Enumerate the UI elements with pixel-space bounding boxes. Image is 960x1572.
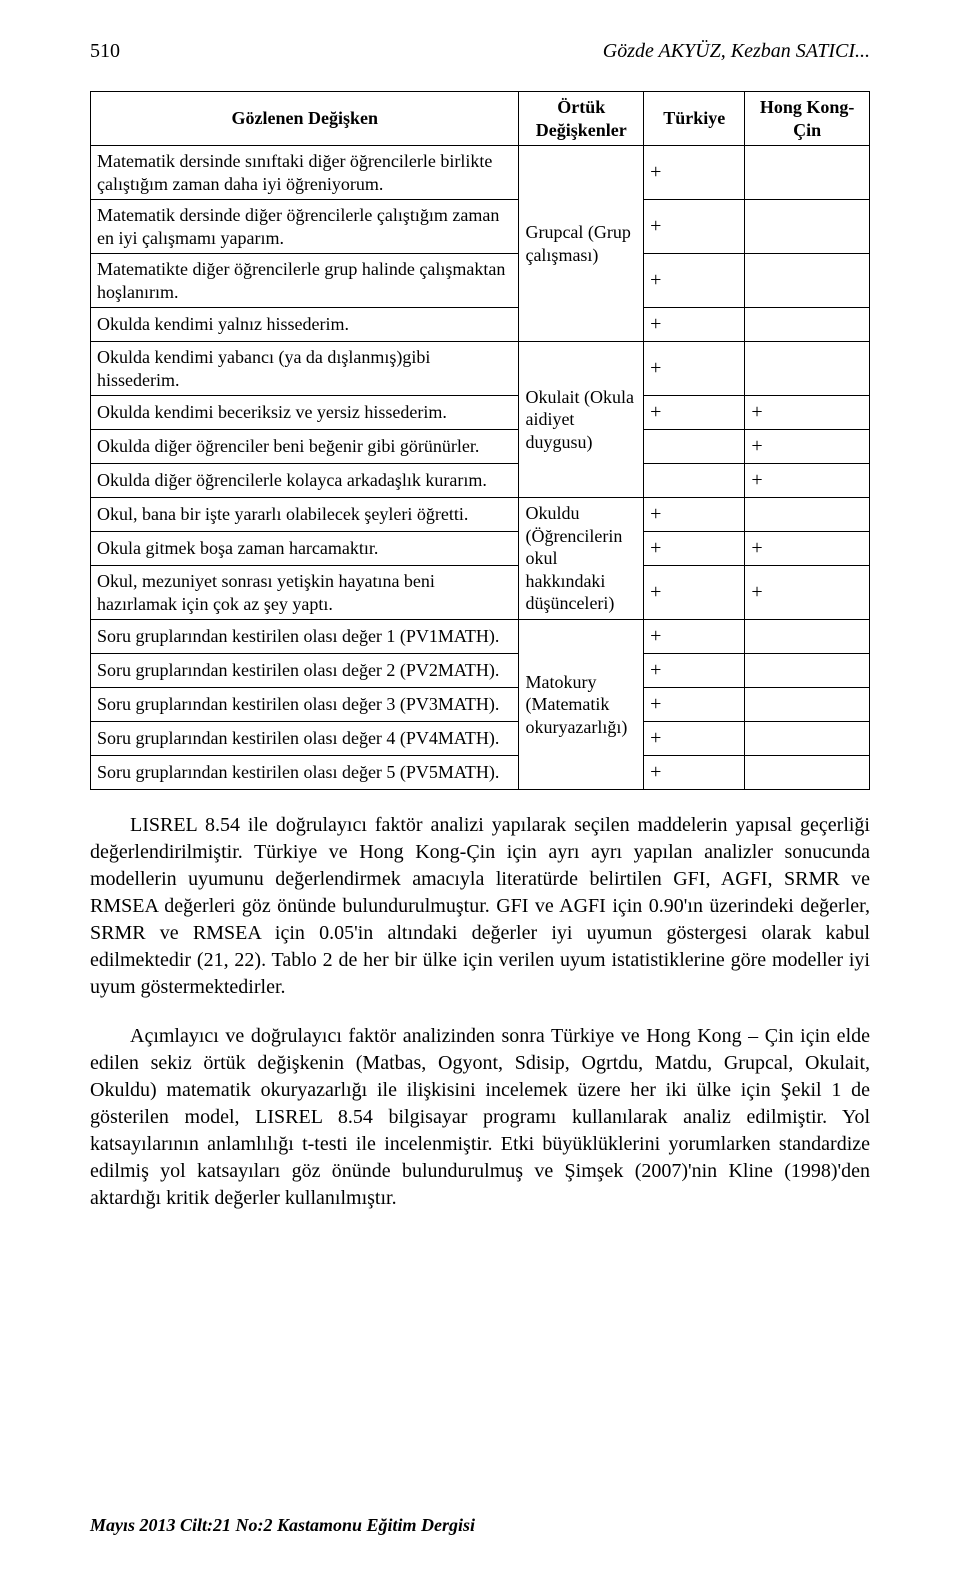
cell-latent: Okuldu (Öğrencilerin okul hakkındaki düş… <box>519 498 644 620</box>
cell-text: Soru gruplarından kestirilen olası değer… <box>91 688 519 722</box>
table-row: Okulda kendimi beceriksiz ve yersiz hiss… <box>91 396 870 430</box>
cell-tr: + <box>644 532 745 566</box>
cell-tr: + <box>644 654 745 688</box>
cell-tr: + <box>644 566 745 620</box>
header-authors: Gözde AKYÜZ, Kezban SATICI... <box>603 40 870 63</box>
cell-hk <box>745 146 870 200</box>
page-number: 510 <box>90 40 120 63</box>
cell-tr <box>644 430 745 464</box>
cell-hk: + <box>745 566 870 620</box>
th-hk: Hong Kong-Çin <box>745 92 870 146</box>
cell-text: Okulda kendimi yalnız hissederim. <box>91 308 519 342</box>
cell-text: Soru gruplarından kestirilen olası değer… <box>91 654 519 688</box>
cell-text: Soru gruplarından kestirilen olası değer… <box>91 620 519 654</box>
cell-text: Soru gruplarından kestirilen olası değer… <box>91 722 519 756</box>
cell-text: Okul, bana bir işte yararlı olabilecek ş… <box>91 498 519 532</box>
cell-hk <box>745 342 870 396</box>
table-row: Soru gruplarından kestirilen olası değer… <box>91 620 870 654</box>
cell-tr: + <box>644 498 745 532</box>
table-row: Soru gruplarından kestirilen olası değer… <box>91 654 870 688</box>
cell-tr: + <box>644 756 745 790</box>
cell-text: Matematik dersinde diğer öğrencilerle ça… <box>91 200 519 254</box>
body-paragraph-2: Açımlayıcı ve doğrulayıcı faktör analizi… <box>90 1023 870 1212</box>
cell-hk: + <box>745 430 870 464</box>
table-row: Okulda diğer öğrencilerle kolayca arkada… <box>91 464 870 498</box>
cell-text: Soru gruplarından kestirilen olası değer… <box>91 756 519 790</box>
table-head-row: Gözlenen Değişken Örtük Değişkenler Türk… <box>91 92 870 146</box>
cell-latent: Okulait (Okula aidiyet duygusu) <box>519 342 644 498</box>
cell-tr: + <box>644 620 745 654</box>
table-row: Okul, bana bir işte yararlı olabilecek ş… <box>91 498 870 532</box>
cell-text: Okula gitmek boşa zaman harcamaktır. <box>91 532 519 566</box>
cell-tr: + <box>644 146 745 200</box>
table-row: Okulda kendimi yalnız hissederim. + <box>91 308 870 342</box>
cell-hk <box>745 756 870 790</box>
cell-text: Okulda diğer öğrencilerle kolayca arkada… <box>91 464 519 498</box>
th-turkey: Türkiye <box>644 92 745 146</box>
cell-tr: + <box>644 688 745 722</box>
table-row: Okulda diğer öğrenciler beni beğenir gib… <box>91 430 870 464</box>
table-row: Soru gruplarından kestirilen olası değer… <box>91 688 870 722</box>
cell-text: Okul, mezuniyet sonrası yetişkin hayatın… <box>91 566 519 620</box>
cell-text: Okulda kendimi beceriksiz ve yersiz hiss… <box>91 396 519 430</box>
table-row: Soru gruplarından kestirilen olası değer… <box>91 756 870 790</box>
cell-hk: + <box>745 464 870 498</box>
cell-latent: Grupcal (Grup çalışması) <box>519 146 644 342</box>
cell-hk <box>745 654 870 688</box>
body-paragraph-1: LISREL 8.54 ile doğrulayıcı faktör anali… <box>90 812 870 1001</box>
table-row: Okulda kendimi yabancı (ya da dışlanmış)… <box>91 342 870 396</box>
th-variable: Gözlenen Değişken <box>91 92 519 146</box>
cell-hk <box>745 620 870 654</box>
page-footer: Mayıs 2013 Cilt:21 No:2 Kastamonu Eğitim… <box>90 1515 475 1536</box>
table-row: Okula gitmek boşa zaman harcamaktır. + + <box>91 532 870 566</box>
cell-tr: + <box>644 342 745 396</box>
cell-text: Matematikte diğer öğrencilerle grup hali… <box>91 254 519 308</box>
cell-text: Matematik dersinde sınıftaki diğer öğren… <box>91 146 519 200</box>
table-row: Soru gruplarından kestirilen olası değer… <box>91 722 870 756</box>
table-row: Okul, mezuniyet sonrası yetişkin hayatın… <box>91 566 870 620</box>
cell-hk: + <box>745 532 870 566</box>
cell-hk <box>745 200 870 254</box>
cell-tr: + <box>644 254 745 308</box>
cell-text: Okulda diğer öğrenciler beni beğenir gib… <box>91 430 519 464</box>
cell-hk <box>745 722 870 756</box>
page-header: 510 Gözde AKYÜZ, Kezban SATICI... <box>90 40 870 63</box>
table-row: Matematik dersinde diğer öğrencilerle ça… <box>91 200 870 254</box>
cell-tr: + <box>644 396 745 430</box>
cell-tr: + <box>644 722 745 756</box>
cell-hk <box>745 254 870 308</box>
cell-hk <box>745 498 870 532</box>
cell-hk <box>745 308 870 342</box>
cell-tr: + <box>644 200 745 254</box>
table-row: Matematik dersinde sınıftaki diğer öğren… <box>91 146 870 200</box>
cell-hk: + <box>745 396 870 430</box>
cell-hk <box>745 688 870 722</box>
cell-tr <box>644 464 745 498</box>
cell-latent: Matokury (Matematik okuryazarlığı) <box>519 620 644 790</box>
th-latent: Örtük Değişkenler <box>519 92 644 146</box>
table-row: Matematikte diğer öğrencilerle grup hali… <box>91 254 870 308</box>
cell-text: Okulda kendimi yabancı (ya da dışlanmış)… <box>91 342 519 396</box>
cell-tr: + <box>644 308 745 342</box>
variables-table: Gözlenen Değişken Örtük Değişkenler Türk… <box>90 91 870 790</box>
